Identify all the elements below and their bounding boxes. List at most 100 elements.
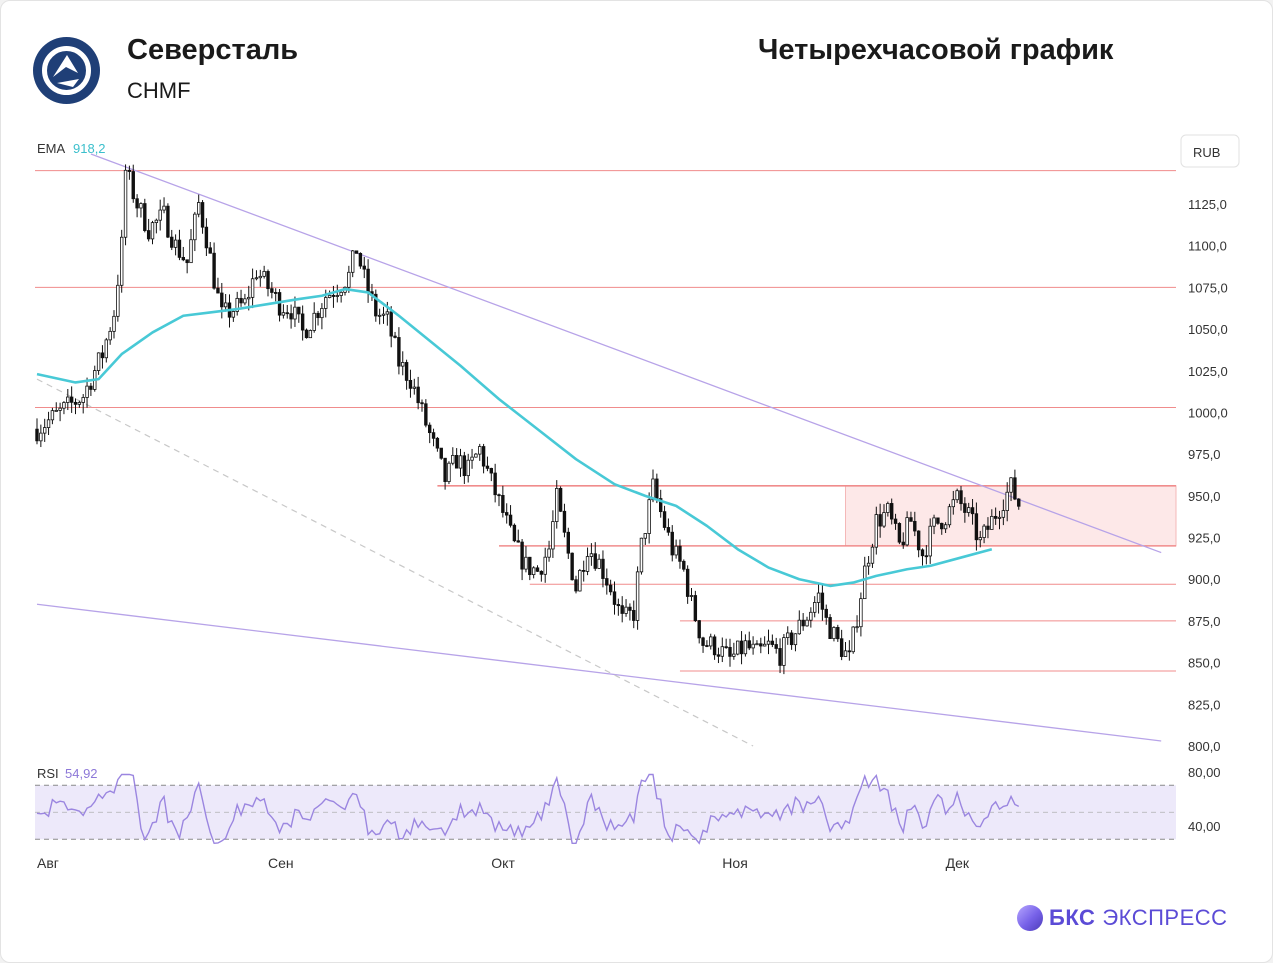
candle-body	[77, 402, 82, 405]
currency-label: RUB	[1193, 145, 1220, 160]
candle-body	[46, 419, 51, 428]
candle-body	[131, 171, 135, 200]
candle-body	[69, 396, 74, 403]
candle-body	[824, 608, 828, 618]
candle-body	[924, 555, 929, 558]
y-tick-label: 900,0	[1188, 572, 1221, 587]
candle-body	[254, 277, 259, 280]
candle-body	[932, 517, 936, 527]
candle-body	[54, 410, 58, 412]
candle-body	[720, 646, 724, 657]
candle-body	[504, 512, 509, 516]
candle-body	[905, 517, 909, 546]
candle-body	[685, 568, 690, 597]
candle-body	[647, 499, 651, 534]
candle-body	[705, 645, 709, 647]
candle-body	[531, 567, 536, 576]
candle-body	[816, 592, 821, 603]
candle-body	[335, 295, 339, 297]
candle-body	[528, 556, 532, 576]
candle-body	[366, 268, 370, 293]
candle-body	[100, 352, 105, 359]
candle-body	[485, 465, 490, 469]
candle-body	[362, 265, 366, 270]
candle-body	[508, 514, 513, 526]
currency-badge	[1180, 134, 1240, 168]
company-name: Северсталь	[127, 34, 299, 66]
candle-body	[285, 312, 289, 315]
candle-body	[289, 313, 293, 320]
candle-body	[670, 531, 674, 556]
candle-body	[789, 632, 794, 646]
candle-body	[820, 592, 825, 610]
candle-body	[643, 533, 647, 539]
candle-body	[235, 297, 239, 312]
candle-body	[258, 275, 262, 279]
candle-body	[601, 558, 605, 579]
candle-body	[108, 330, 112, 341]
candle-body	[316, 312, 320, 319]
y-tick-label: 825,0	[1188, 697, 1221, 712]
candle-body	[616, 604, 621, 607]
candle-body	[870, 546, 875, 564]
candle-body	[154, 219, 159, 224]
candle-body	[608, 584, 613, 593]
candle-body	[543, 556, 547, 575]
candle-body	[662, 511, 667, 528]
candle-body	[377, 314, 382, 317]
candle-body	[447, 462, 451, 482]
candle-body	[281, 312, 286, 316]
candle-body	[308, 330, 313, 339]
ticker-symbol: CHMF	[127, 78, 191, 103]
candle-body	[200, 202, 205, 228]
candle-body	[501, 495, 505, 513]
y-tick-label: 1125,0	[1188, 197, 1227, 212]
candle-body	[801, 619, 805, 627]
candle-body	[878, 514, 882, 527]
candle-body	[970, 507, 975, 515]
candle-body	[920, 549, 925, 557]
candle-body	[839, 638, 844, 657]
candle-body	[270, 288, 274, 293]
candle-body	[701, 637, 705, 646]
candle-body	[809, 611, 813, 621]
candle-body	[982, 525, 986, 538]
candle-body	[674, 545, 678, 556]
candle-body	[847, 650, 852, 653]
candle-body	[882, 512, 886, 527]
candle-body	[412, 386, 416, 389]
x-axis-label: Окт	[491, 855, 515, 871]
candle-body	[324, 297, 328, 309]
candle-body	[797, 619, 801, 635]
candle-body	[712, 636, 717, 656]
candle-body	[50, 410, 55, 421]
candle-body	[474, 453, 478, 458]
candle-body	[431, 432, 436, 439]
bcs-sphere-icon	[1017, 905, 1043, 931]
candle-body	[320, 308, 324, 319]
candle-body	[451, 454, 455, 464]
candle-body	[66, 396, 70, 403]
candle-body	[566, 531, 570, 554]
candle-body	[655, 478, 659, 499]
candle-body	[250, 278, 255, 298]
candle-body	[166, 205, 170, 238]
y-tick-label: 1075,0	[1188, 280, 1228, 295]
candle-body	[716, 654, 721, 657]
candle-body	[747, 640, 751, 649]
candle-body	[539, 570, 544, 575]
candle-body	[358, 252, 363, 267]
candle-body	[874, 514, 878, 548]
candle-body	[689, 595, 694, 597]
candle-body	[901, 541, 905, 546]
candle-body	[774, 644, 778, 649]
candle-body	[728, 646, 732, 657]
candle-body	[759, 643, 763, 647]
candle-body	[454, 454, 459, 469]
rsi-tick-label: 80,00	[1188, 765, 1221, 780]
candle-body	[555, 488, 559, 522]
candle-body	[578, 570, 582, 592]
candle-body	[354, 250, 359, 254]
candle-body	[859, 598, 863, 628]
candle-body	[212, 252, 216, 289]
